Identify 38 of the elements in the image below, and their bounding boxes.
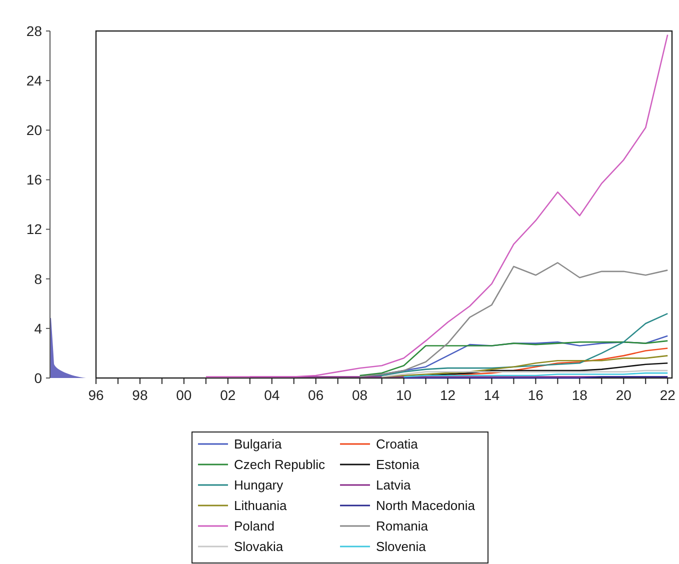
legend-label: Lithuania xyxy=(234,498,288,514)
legend-label: Slovenia xyxy=(376,539,427,554)
y-tick-label: 16 xyxy=(26,172,42,188)
x-tick-label: 10 xyxy=(396,387,412,403)
x-tick-label: 98 xyxy=(132,387,148,403)
y-tick-label: 8 xyxy=(34,270,42,287)
y-tick-label: 12 xyxy=(26,221,42,238)
y-tick-label: 20 xyxy=(26,122,42,138)
legend-label: Slovakia xyxy=(234,539,284,554)
legend-label: Hungary xyxy=(234,478,284,493)
x-tick-label: 12 xyxy=(440,387,456,403)
x-tick-label: 04 xyxy=(264,387,280,403)
x-tick-label: 08 xyxy=(352,387,368,403)
legend-label: Bulgaria xyxy=(234,436,282,452)
x-tick-label: 02 xyxy=(220,387,236,403)
line-series xyxy=(381,370,668,378)
x-tick-label: 96 xyxy=(88,387,104,403)
line-series xyxy=(381,355,668,378)
legend-label: Estonia xyxy=(376,457,420,472)
line-series xyxy=(359,262,668,378)
legend-label: Czech Republic xyxy=(234,457,326,472)
x-tick-label: 14 xyxy=(484,387,500,403)
line-series xyxy=(205,34,668,378)
x-tick-label: 20 xyxy=(616,387,632,403)
legend-label: Croatia xyxy=(376,436,419,452)
y-tick-label: 24 xyxy=(26,72,42,88)
x-tick-label: 18 xyxy=(572,387,588,403)
legend-label: Romania xyxy=(376,518,429,534)
x-tick-label: 00 xyxy=(176,387,192,403)
y-tick-label: 0 xyxy=(34,370,42,386)
legend-label: Poland xyxy=(234,518,274,534)
legend-label: North Macedonia xyxy=(376,498,476,514)
x-tick-label: 22 xyxy=(660,387,676,403)
y-tick-label: 28 xyxy=(26,22,42,39)
legend-label: Latvia xyxy=(376,478,412,493)
x-tick-label: 06 xyxy=(308,387,324,403)
x-tick-label: 16 xyxy=(528,387,544,403)
y-tick-label: 4 xyxy=(34,320,42,336)
